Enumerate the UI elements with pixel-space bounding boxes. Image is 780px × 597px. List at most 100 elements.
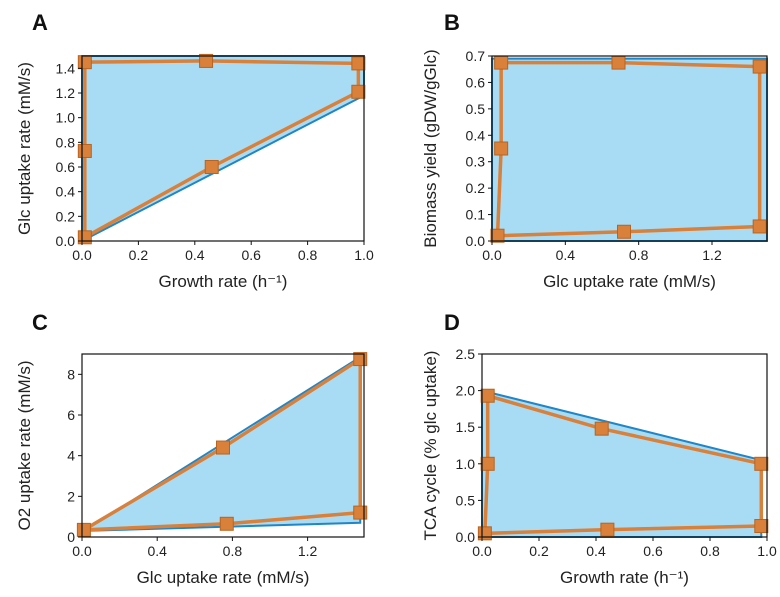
x-axis-label: Glc uptake rate (mM/s) (137, 568, 310, 587)
x-tick-label: 0.8 (298, 247, 318, 263)
x-tick-label: 0.2 (129, 247, 149, 263)
data-point-marker (351, 56, 366, 71)
data-point-marker (480, 456, 495, 471)
x-tick-label: 0.8 (223, 543, 243, 559)
y-tick-label: 2.0 (456, 383, 476, 399)
x-tick-label: 0.0 (472, 543, 492, 559)
x-tick-label: 0.0 (72, 543, 92, 559)
y-tick-label: 6 (67, 407, 75, 423)
feasible-region (491, 57, 768, 242)
data-point-marker (594, 421, 609, 436)
x-tick-label: 1.0 (354, 247, 374, 263)
data-point-marker (351, 84, 366, 99)
x-tick-label: 0.8 (700, 543, 720, 559)
data-point-marker (490, 228, 505, 243)
plot-frame (491, 55, 768, 242)
y-tick-label: 0.3 (466, 154, 486, 170)
data-point-marker (77, 230, 92, 245)
data-point-marker (76, 522, 91, 537)
data-point-marker (752, 219, 767, 234)
y-tick-label: 1.0 (456, 456, 476, 472)
plot-frame (81, 55, 365, 242)
x-tick-label: 0.4 (586, 543, 606, 559)
x-axis-label: Growth rate (h⁻¹) (560, 568, 689, 587)
data-point-marker (219, 516, 234, 531)
y-tick-label: 0.4 (466, 127, 486, 143)
x-tick-label: 0.8 (629, 247, 649, 263)
x-axis-label: Glc uptake rate (mM/s) (543, 272, 716, 291)
data-point-marker (204, 160, 219, 174)
data-point-marker (353, 505, 368, 520)
y-tick-label: 0.0 (456, 529, 476, 545)
y-tick-label: 0.5 (466, 101, 486, 117)
y-tick-label: 1.2 (56, 85, 76, 101)
y-tick-label: 1.4 (56, 60, 76, 76)
data-point-marker (199, 53, 214, 68)
x-tick-label: 0.4 (147, 543, 167, 559)
feasible-region (481, 389, 763, 538)
data-point-marker (480, 388, 495, 403)
x-tick-label: 0.6 (241, 247, 261, 263)
x-tick-label: 0.0 (72, 247, 92, 263)
y-tick-label: 2 (67, 488, 75, 504)
pathway-line (483, 393, 764, 536)
y-tick-label: 0.0 (56, 233, 76, 249)
y-tick-label: 0.2 (56, 208, 76, 224)
pathway-line (82, 357, 362, 532)
data-point-marker (494, 55, 509, 70)
y-tick-label: 0.1 (466, 207, 486, 223)
data-point-marker (77, 143, 92, 158)
x-tick-label: 1.0 (757, 543, 777, 559)
feasible-region (81, 55, 365, 243)
plot-frame (81, 353, 365, 538)
panel-letter: C (32, 310, 48, 335)
x-tick-label: 0.6 (643, 543, 663, 559)
data-point-marker (611, 55, 626, 70)
y-tick-label: 0.7 (466, 48, 486, 64)
x-tick-label: 1.2 (702, 247, 722, 263)
panel-a: A 0.0 0.2 0.4 0.6 0.8 1.0 0.0 0.2 0.4 0.6 0.8 1.0 1.2… (15, 10, 374, 291)
data-point-marker (77, 55, 92, 70)
y-axis-label: Glc uptake rate (mM/s) (15, 62, 34, 235)
pathway-line (495, 60, 762, 238)
data-point-marker (216, 440, 230, 455)
y-tick-label: 1.5 (456, 419, 476, 435)
x-tick-label: 0.0 (482, 247, 502, 263)
pathway-line (83, 59, 361, 239)
y-tick-label: 4 (67, 448, 75, 464)
x-axis-label: Growth rate (h⁻¹) (159, 272, 288, 291)
y-tick-label: 0.6 (56, 159, 76, 175)
data-point-marker (494, 141, 509, 156)
y-tick-label: 8 (67, 366, 75, 382)
y-tick-label: 0 (67, 529, 75, 545)
x-tick-label: 0.4 (556, 247, 576, 263)
y-tick-label: 0.2 (466, 180, 486, 196)
panel-b: B 0.0 0.4 0.8 1.2 0.0 0.1 0.2 0.3 0.4 0.5 0.6 0.7 Glc… (421, 10, 768, 291)
x-tick-label: 1.2 (298, 543, 318, 559)
panel-letter: A (32, 10, 48, 35)
y-tick-label: 1.0 (56, 110, 76, 126)
y-tick-label: 0.0 (466, 233, 486, 249)
x-tick-label: 0.4 (185, 247, 205, 263)
y-tick-label: 0.4 (56, 184, 76, 200)
y-tick-label: 0.6 (466, 74, 486, 90)
panel-c: C 0.0 0.4 0.8 1.2 0 2 4 6 8 Glc uptake rate (mM/s)… (15, 310, 368, 587)
y-tick-label: 2.5 (456, 346, 476, 362)
y-axis-label: TCA cycle (% glc uptake) (421, 351, 440, 541)
data-point-marker (617, 224, 631, 239)
y-tick-label: 0.5 (456, 492, 476, 508)
data-point-marker (600, 522, 615, 537)
data-point-marker (477, 526, 492, 541)
panel-letter: B (444, 10, 460, 35)
plot-frame (481, 353, 768, 538)
y-tick-label: 0.8 (56, 134, 76, 150)
data-point-marker (754, 456, 769, 471)
data-point-marker (754, 519, 769, 534)
panel-d: D 0.0 0.2 0.4 0.6 0.8 1.0 0.0 0.5 1.0 1.5 2.0 2.5 Gro… (421, 310, 777, 587)
x-tick-label: 0.2 (529, 543, 549, 559)
data-point-marker (752, 59, 767, 74)
y-axis-label: O2 uptake rate (mM/s) (15, 360, 34, 530)
y-axis-label: Biomass yield (gDW/gGlc) (421, 49, 440, 247)
panel-letter: D (444, 310, 460, 335)
